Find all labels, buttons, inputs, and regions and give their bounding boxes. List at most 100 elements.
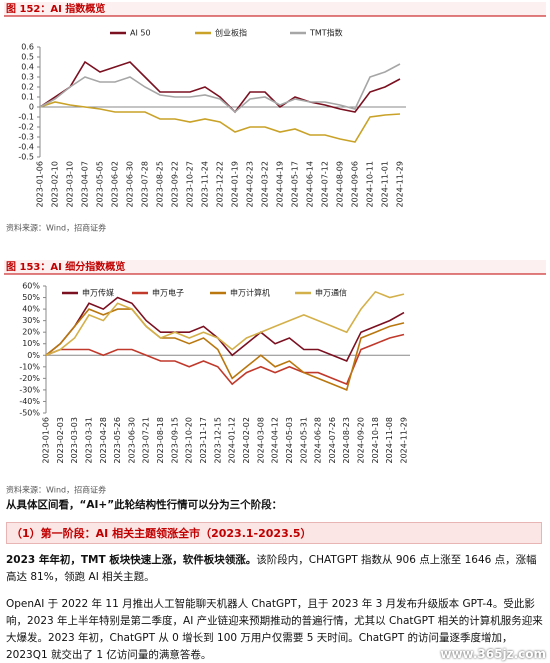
x-tick-label: 2023-08-25 [156, 161, 165, 208]
series-line [45, 296, 405, 363]
x-tick-label: 2024-11-29 [396, 161, 405, 208]
x-tick-label: 2024-10-11 [366, 161, 375, 208]
y-tick-label: 0.1 [21, 93, 34, 102]
y-tick-label: 0 [29, 103, 34, 112]
x-tick-label: 2023-03-03 [70, 417, 79, 464]
charts: 图 152：AI 指数概览 0.60.50.40.30.20.10-0.1-0.2… [4, 2, 546, 495]
y-tick-label: 0.6 [21, 43, 34, 52]
x-tick-label: 2024-03-22 [261, 161, 270, 208]
x-tick-label: 2023-03-10 [66, 161, 75, 208]
x-tick-label: 2024-10-18 [371, 417, 380, 464]
legend-label: AI 50 [130, 29, 151, 38]
y-tick-label: 50% [22, 293, 40, 302]
x-tick-label: 2023-03-31 [84, 417, 93, 464]
x-tick-label: 2023-11-24 [201, 161, 210, 208]
text: 该阶段内，CHATGPT 指数从 906 点上涨至 1646 点，涨幅高达 81… [6, 554, 537, 583]
x-tick-label: 2024-11-08 [385, 417, 394, 464]
y-tick-label: 60% [22, 282, 40, 291]
x-tick-label: 2023-01-06 [42, 417, 51, 464]
y-tick-label: -0.1 [18, 113, 34, 122]
y-tick-label: 30% [22, 316, 40, 325]
x-tick-label: 2023-07-28 [141, 161, 150, 208]
y-tick-label: -40% [19, 397, 40, 406]
x-tick-label: 2023-10-27 [186, 161, 195, 208]
y-tick-label: -0.5 [18, 153, 34, 162]
x-tick-label: 2023-08-18 [156, 417, 165, 464]
y-tick-label: -20% [19, 374, 40, 383]
series-line [39, 60, 401, 114]
y-tick-label: -10% [19, 362, 40, 371]
x-tick-label: 2023-09-15 [170, 417, 179, 464]
x-tick-label: 2024-08-23 [342, 417, 351, 464]
x-tick-label: 2024-07-12 [321, 161, 330, 208]
title-bar [4, 2, 546, 16]
x-tick-label: 2024-01-19 [231, 161, 240, 208]
x-tick-label: 2023-10-20 [185, 417, 194, 464]
y-tick-label: 40% [22, 305, 40, 314]
x-tick-label: 2023-09-22 [171, 161, 180, 208]
series-line [45, 308, 405, 391]
x-tick-label: 2024-04-19 [276, 161, 285, 208]
x-tick-label: 2023-01-06 [36, 161, 45, 208]
y-tick-label: -0.2 [18, 123, 34, 132]
paragraph: OpenAI 于 2022 年 11 月推出人工智能聊天机器人 ChatGPT，… [6, 598, 543, 661]
y-tick-label: 0.5 [21, 53, 34, 62]
source: 资料来源：Wind，招商证券 [6, 485, 106, 495]
y-tick-label: 0.4 [21, 63, 34, 72]
series-line [45, 290, 405, 357]
y-tick-label: 20% [22, 328, 40, 337]
y-tick-label: 0.2 [21, 83, 34, 92]
watermark: www.365jz.com [440, 647, 546, 661]
x-tick-label: 2024-11-29 [400, 417, 409, 464]
source: 资料来源：Wind，招商证券 [6, 223, 106, 233]
x-tick-label: 2024-03-08 [256, 417, 265, 464]
x-tick-label: 2023-04-07 [81, 161, 90, 208]
x-tick-label: 2023-02-03 [56, 417, 65, 464]
series-line [45, 333, 405, 386]
x-tick-label: 2024-09-20 [357, 417, 366, 464]
x-tick-label: 2024-05-03 [285, 417, 294, 464]
x-tick-label: 2023-11-17 [199, 417, 208, 464]
x-tick-label: 2023-12-15 [213, 417, 222, 464]
y-tick-label: -0.3 [18, 133, 34, 142]
y-tick-label: 0.3 [21, 73, 34, 82]
section-heading: （1）第一阶段：AI 相关主题领涨全市（2023.1-2023.5） [6, 522, 542, 544]
bold-text: 2023 年年初，TMT 板块快速上涨，软件板块领涨。 [6, 554, 257, 566]
series-line [39, 101, 401, 143]
paragraph: 2023 年年初，TMT 板块快速上涨，软件板块领涨。该阶段内，CHATGPT … [6, 552, 544, 586]
y-tick-label: 0% [27, 351, 40, 360]
x-tick-label: 2024-09-06 [351, 161, 360, 208]
x-tick-label: 2024-11-01 [381, 161, 390, 208]
x-tick-label: 2023-06-30 [126, 161, 135, 208]
x-tick-label: 2023-05-05 [96, 161, 105, 208]
legend-label: TMT指数 [309, 28, 343, 38]
x-tick-label: 2023-06-30 [127, 417, 136, 464]
x-tick-label: 2024-05-31 [299, 417, 308, 464]
y-tick-label: 10% [22, 339, 40, 348]
x-tick-label: 2024-01-12 [228, 417, 237, 464]
x-tick-label: 2024-02-23 [246, 161, 255, 208]
x-tick-label: 2023-05-26 [113, 417, 122, 464]
x-tick-label: 2024-04-12 [271, 417, 280, 464]
x-tick-label: 2023-07-21 [142, 417, 151, 464]
chart-title: 图 153：AI 细分指数概览 [6, 260, 125, 273]
legend-label: 申万通信 [315, 288, 347, 298]
y-tick-label: -30% [19, 385, 40, 394]
x-tick-label: 2023-02-10 [51, 161, 60, 208]
title-bar [4, 260, 546, 274]
legend-label: 创业板指 [215, 28, 247, 38]
x-tick-label: 2024-02-02 [242, 417, 251, 464]
legend-label: 申万传媒 [82, 288, 114, 298]
intro: 从具体区间看，“AI+”此轮结构性行情可以分为三个阶段： [6, 499, 283, 511]
x-tick-label: 2023-06-02 [111, 161, 120, 208]
y-tick-label: -0.4 [18, 143, 34, 152]
x-tick-label: 2023-12-22 [216, 161, 225, 208]
x-tick-label: 2024-05-17 [291, 161, 300, 208]
x-tick-label: 2024-06-28 [314, 417, 323, 464]
x-tick-label: 2023-04-28 [99, 417, 108, 464]
x-tick-label: 2024-06-14 [306, 161, 315, 208]
legend-label: 申万电子 [152, 288, 184, 298]
y-tick-label: -50% [19, 409, 40, 418]
chart-title: 图 152：AI 指数概览 [6, 2, 105, 15]
